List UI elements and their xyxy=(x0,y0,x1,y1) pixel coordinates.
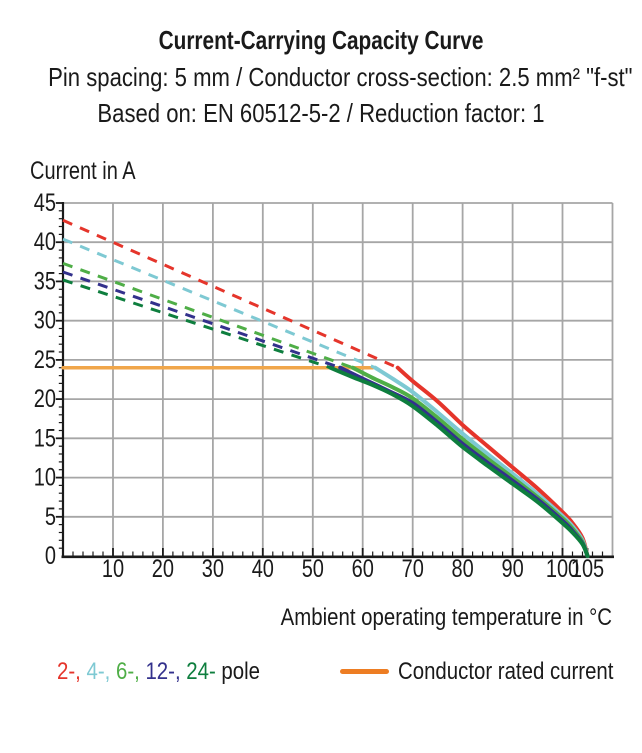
x-tick-label: 30 xyxy=(202,555,224,583)
y-tick-label: 45 xyxy=(34,189,56,217)
y-tick-label: 15 xyxy=(34,424,56,452)
chart-subtitle-2: Based on: EN 60512-5-2 / Reduction facto… xyxy=(97,98,545,128)
x-tick-label: 70 xyxy=(402,555,424,583)
legend-pole-item: 24- xyxy=(186,658,222,685)
rated-current-label: Conductor rated current xyxy=(398,658,614,685)
x-tick-label: 10 xyxy=(102,555,124,583)
x-tick-label: 100 xyxy=(546,555,579,583)
axes xyxy=(61,202,614,559)
x-tick-label: 90 xyxy=(501,555,523,583)
axis-ticks xyxy=(55,202,604,556)
x-tick-label: 80 xyxy=(451,555,473,583)
y-tick-label: 10 xyxy=(34,464,56,492)
y-tick-label: 5 xyxy=(45,503,56,531)
curve-2-pole-dashed xyxy=(62,218,399,370)
legend-pole-item: pole xyxy=(221,658,261,685)
y-tick-label: 40 xyxy=(34,228,56,256)
curve-4-pole-dashed xyxy=(62,237,376,370)
curve-12-pole-dashed xyxy=(62,270,341,370)
legend-pole-item: 2-, xyxy=(57,658,87,685)
x-tick-label: 50 xyxy=(302,555,324,583)
x-axis-title: Ambient operating temperature in °C xyxy=(280,604,612,631)
pole-legend: 2-, 4-, 6-, 12-, 24- pole xyxy=(57,658,260,686)
x-tick-label: 60 xyxy=(352,555,374,583)
y-tick-label: 0 xyxy=(45,542,56,570)
curve-24-pole-solid xyxy=(328,365,590,558)
x-tick-label: 105 xyxy=(571,555,604,583)
gridlines xyxy=(63,202,614,556)
y-tick-label: 35 xyxy=(34,267,56,295)
y-tick-label: 20 xyxy=(34,385,56,413)
curve-6-pole-dashed xyxy=(62,261,354,370)
y-tick-label: 30 xyxy=(34,307,56,335)
curve-12-pole-solid xyxy=(338,365,590,558)
y-tick-labels: 0 5 10 15 20 25 30 35 40 45 xyxy=(34,189,56,570)
y-tick-label: 25 xyxy=(34,346,56,374)
curve-6-pole-solid xyxy=(350,365,590,558)
chart-title: Current-Carrying Capacity Curve xyxy=(158,25,484,55)
legend-pole-item: 4-, xyxy=(86,658,116,685)
y-axis-title: Current in A xyxy=(30,157,136,185)
legend-pole-item: 6-, xyxy=(115,658,146,685)
derating-dashed-lines xyxy=(62,218,399,370)
legend-pole-item: 12-, xyxy=(145,658,187,685)
chart-subtitle-1: Pin spacing: 5 mm / Conductor cross-sect… xyxy=(48,62,633,92)
rated-current-swatch xyxy=(340,669,389,674)
x-tick-label: 40 xyxy=(252,555,274,583)
capacity-curves xyxy=(328,365,590,558)
x-tick-label: 20 xyxy=(152,555,174,583)
curve-24-pole-dashed xyxy=(62,278,331,370)
